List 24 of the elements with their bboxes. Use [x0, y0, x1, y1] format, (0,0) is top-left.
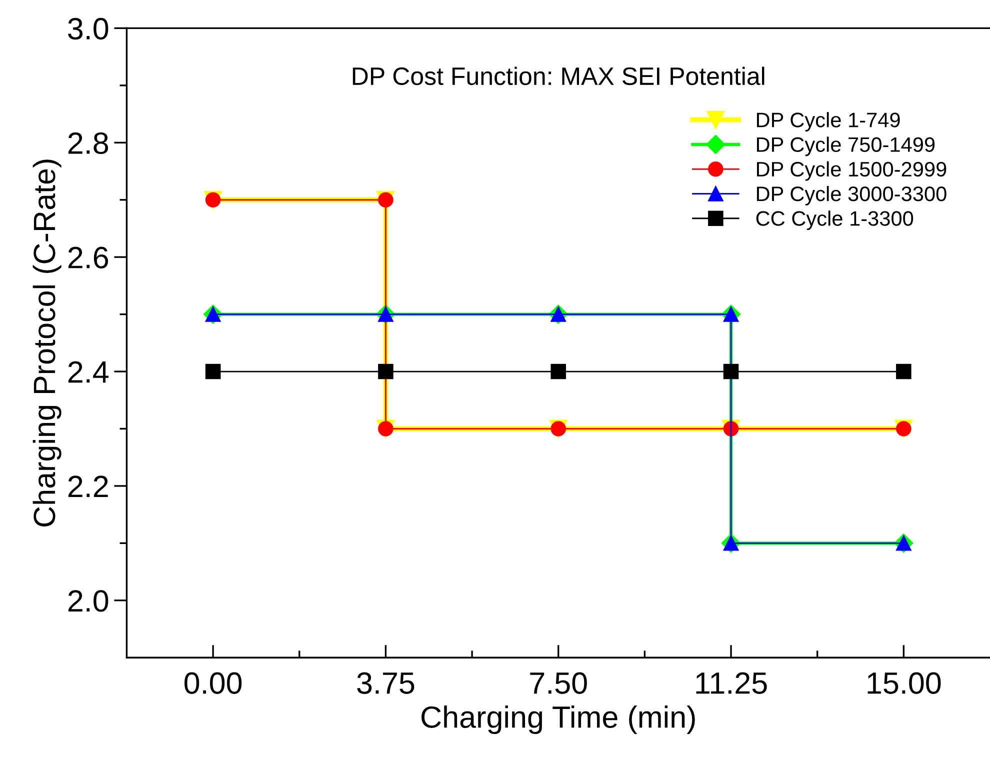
x-tick-label: 3.75 — [357, 672, 414, 694]
y-tick-label: 2.2 — [68, 476, 108, 498]
point — [550, 364, 566, 380]
text: DP Cost Function: MAX SEI Potential — [352, 66, 764, 86]
point — [205, 364, 221, 380]
legend-label: DP Cycle 3000-3300 — [756, 186, 946, 206]
y-tick-label: 3.0 — [68, 18, 108, 40]
legend-label: CC Cycle 1-3300 — [756, 210, 914, 230]
x-tick-label: 0.00 — [184, 672, 242, 694]
legend-label: DP Cycle 1-749 — [756, 112, 900, 132]
x-tick-label: 15.00 — [868, 672, 941, 694]
y-tick-label: 2.6 — [68, 246, 108, 268]
point — [723, 364, 739, 380]
legend-label: DP Cycle 1500-2999 — [756, 161, 946, 181]
x-tick-label: 11.25 — [696, 672, 767, 694]
point — [378, 364, 394, 380]
y-tick-label: 2.8 — [68, 132, 108, 154]
legend-label: DP Cycle 750-1499 — [756, 136, 935, 156]
y-tick-label: 2.4 — [68, 361, 108, 383]
x-tick-label: 7.50 — [530, 672, 587, 694]
y-tick-label: 2.0 — [68, 590, 108, 612]
point — [896, 364, 912, 380]
y-axis-title: Charging Protocol (C-Rate) — [32, 160, 62, 526]
x-axis-title: Charging Time (min) — [422, 706, 695, 734]
